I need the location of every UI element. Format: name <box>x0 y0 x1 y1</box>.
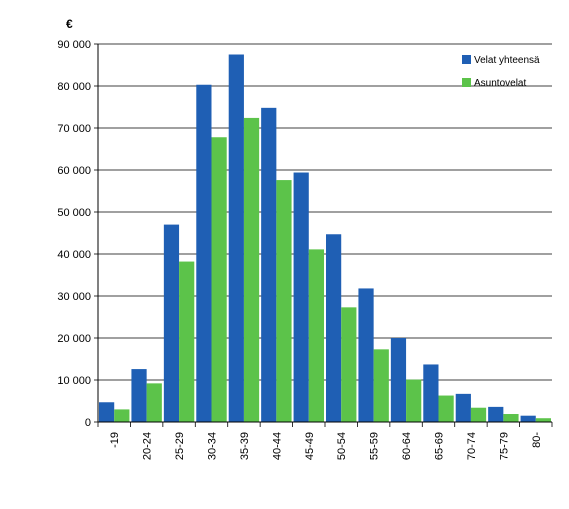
y-tick-label: 70 000 <box>57 123 91 135</box>
x-tick-label: 55-59 <box>369 432 381 460</box>
y-tick-label: 30 000 <box>57 291 91 303</box>
bar-velat-yhteens--35-39 <box>228 54 244 422</box>
bar-velat-yhteens--80- <box>520 415 536 422</box>
y-tick-label: 0 <box>85 417 91 429</box>
legend-label-velat-yhteensa: Velat yhteensä <box>474 55 540 66</box>
y-tick-label: 80 000 <box>57 81 91 93</box>
bar-asuntovelat-25-29 <box>179 261 195 422</box>
x-tick-label: 35-39 <box>239 432 251 460</box>
legend-swatch-velat-yhteensa <box>462 55 471 64</box>
bar-velat-yhteens--50-54 <box>326 234 342 422</box>
legend-swatch-asuntovelat <box>462 78 471 87</box>
bar-asuntovelat-55-59 <box>373 349 389 422</box>
bar-asuntovelat-50-54 <box>341 307 357 422</box>
bar-velat-yhteens--75-79 <box>488 406 504 422</box>
y-axis-ticks: 0 10 000 20 000 30 000 40 000 50 000 60 000 70 … <box>57 39 98 429</box>
x-tick-label: 75-79 <box>498 432 510 460</box>
y-tick-label: 50 000 <box>57 207 91 219</box>
y-tick-label: 90 000 <box>57 39 91 51</box>
x-axis-ticks: -19 20-24 25-29 30-34 35-39 40-44 45-49 50-54 55… <box>97 422 553 460</box>
x-tick-label: 20-24 <box>142 432 154 460</box>
y-tick-label: 10 000 <box>57 375 91 387</box>
bar-asuntovelat-60-64 <box>406 379 422 422</box>
x-tick-label: 80- <box>531 432 543 448</box>
bar-asuntovelat-35-39 <box>243 117 260 423</box>
bar-asuntovelat-40-44 <box>276 180 292 422</box>
bar-asuntovelat-75-79 <box>503 414 519 422</box>
bar-velat-yhteens--70-74 <box>455 393 471 422</box>
bar-asuntovelat-30-34 <box>211 137 227 423</box>
bar-velat-yhteens--65-69 <box>423 364 439 422</box>
bar-asuntovelat-45-49 <box>308 249 324 422</box>
x-tick-label: 45-49 <box>304 432 316 460</box>
y-tick-label: 60 000 <box>57 165 91 177</box>
x-tick-label: 65-69 <box>434 432 446 460</box>
bar-velat-yhteens--55-59 <box>358 288 374 422</box>
bar-velat-yhteens--25-29 <box>163 224 180 422</box>
bar-velat-yhteens--30-34 <box>196 84 212 423</box>
y-tick-label: 20 000 <box>57 333 91 345</box>
bar-asuntovelat-70-74 <box>470 407 487 422</box>
bar-velat-yhteens--20-24 <box>131 369 147 422</box>
y-tick-label: 40 000 <box>57 249 91 261</box>
x-tick-label: 40-44 <box>271 432 283 460</box>
bars <box>99 54 551 423</box>
bar-asuntovelat-65-69 <box>438 395 454 422</box>
x-tick-label: 30-34 <box>207 432 219 460</box>
x-tick-label: 60-64 <box>401 432 413 460</box>
y-axis-unit-label: € <box>66 17 73 31</box>
legend: Velat yhteensä Asuntovelat <box>462 55 540 89</box>
bar-asuntovelat-20-24 <box>146 383 162 422</box>
bar-velat-yhteens---19 <box>99 402 115 422</box>
x-tick-label: 70-74 <box>466 432 478 460</box>
x-tick-label: 25-29 <box>174 432 186 460</box>
bar-velat-yhteens--45-49 <box>293 172 309 422</box>
x-tick-label: 50-54 <box>336 432 348 460</box>
legend-label-asuntovelat: Asuntovelat <box>474 78 526 89</box>
bar-asuntovelat--19 <box>114 409 130 422</box>
bar-velat-yhteens--40-44 <box>261 107 277 422</box>
x-tick-label: -19 <box>109 432 121 448</box>
bar-velat-yhteens--60-64 <box>390 338 407 422</box>
bar-asuntovelat-80- <box>535 418 551 422</box>
